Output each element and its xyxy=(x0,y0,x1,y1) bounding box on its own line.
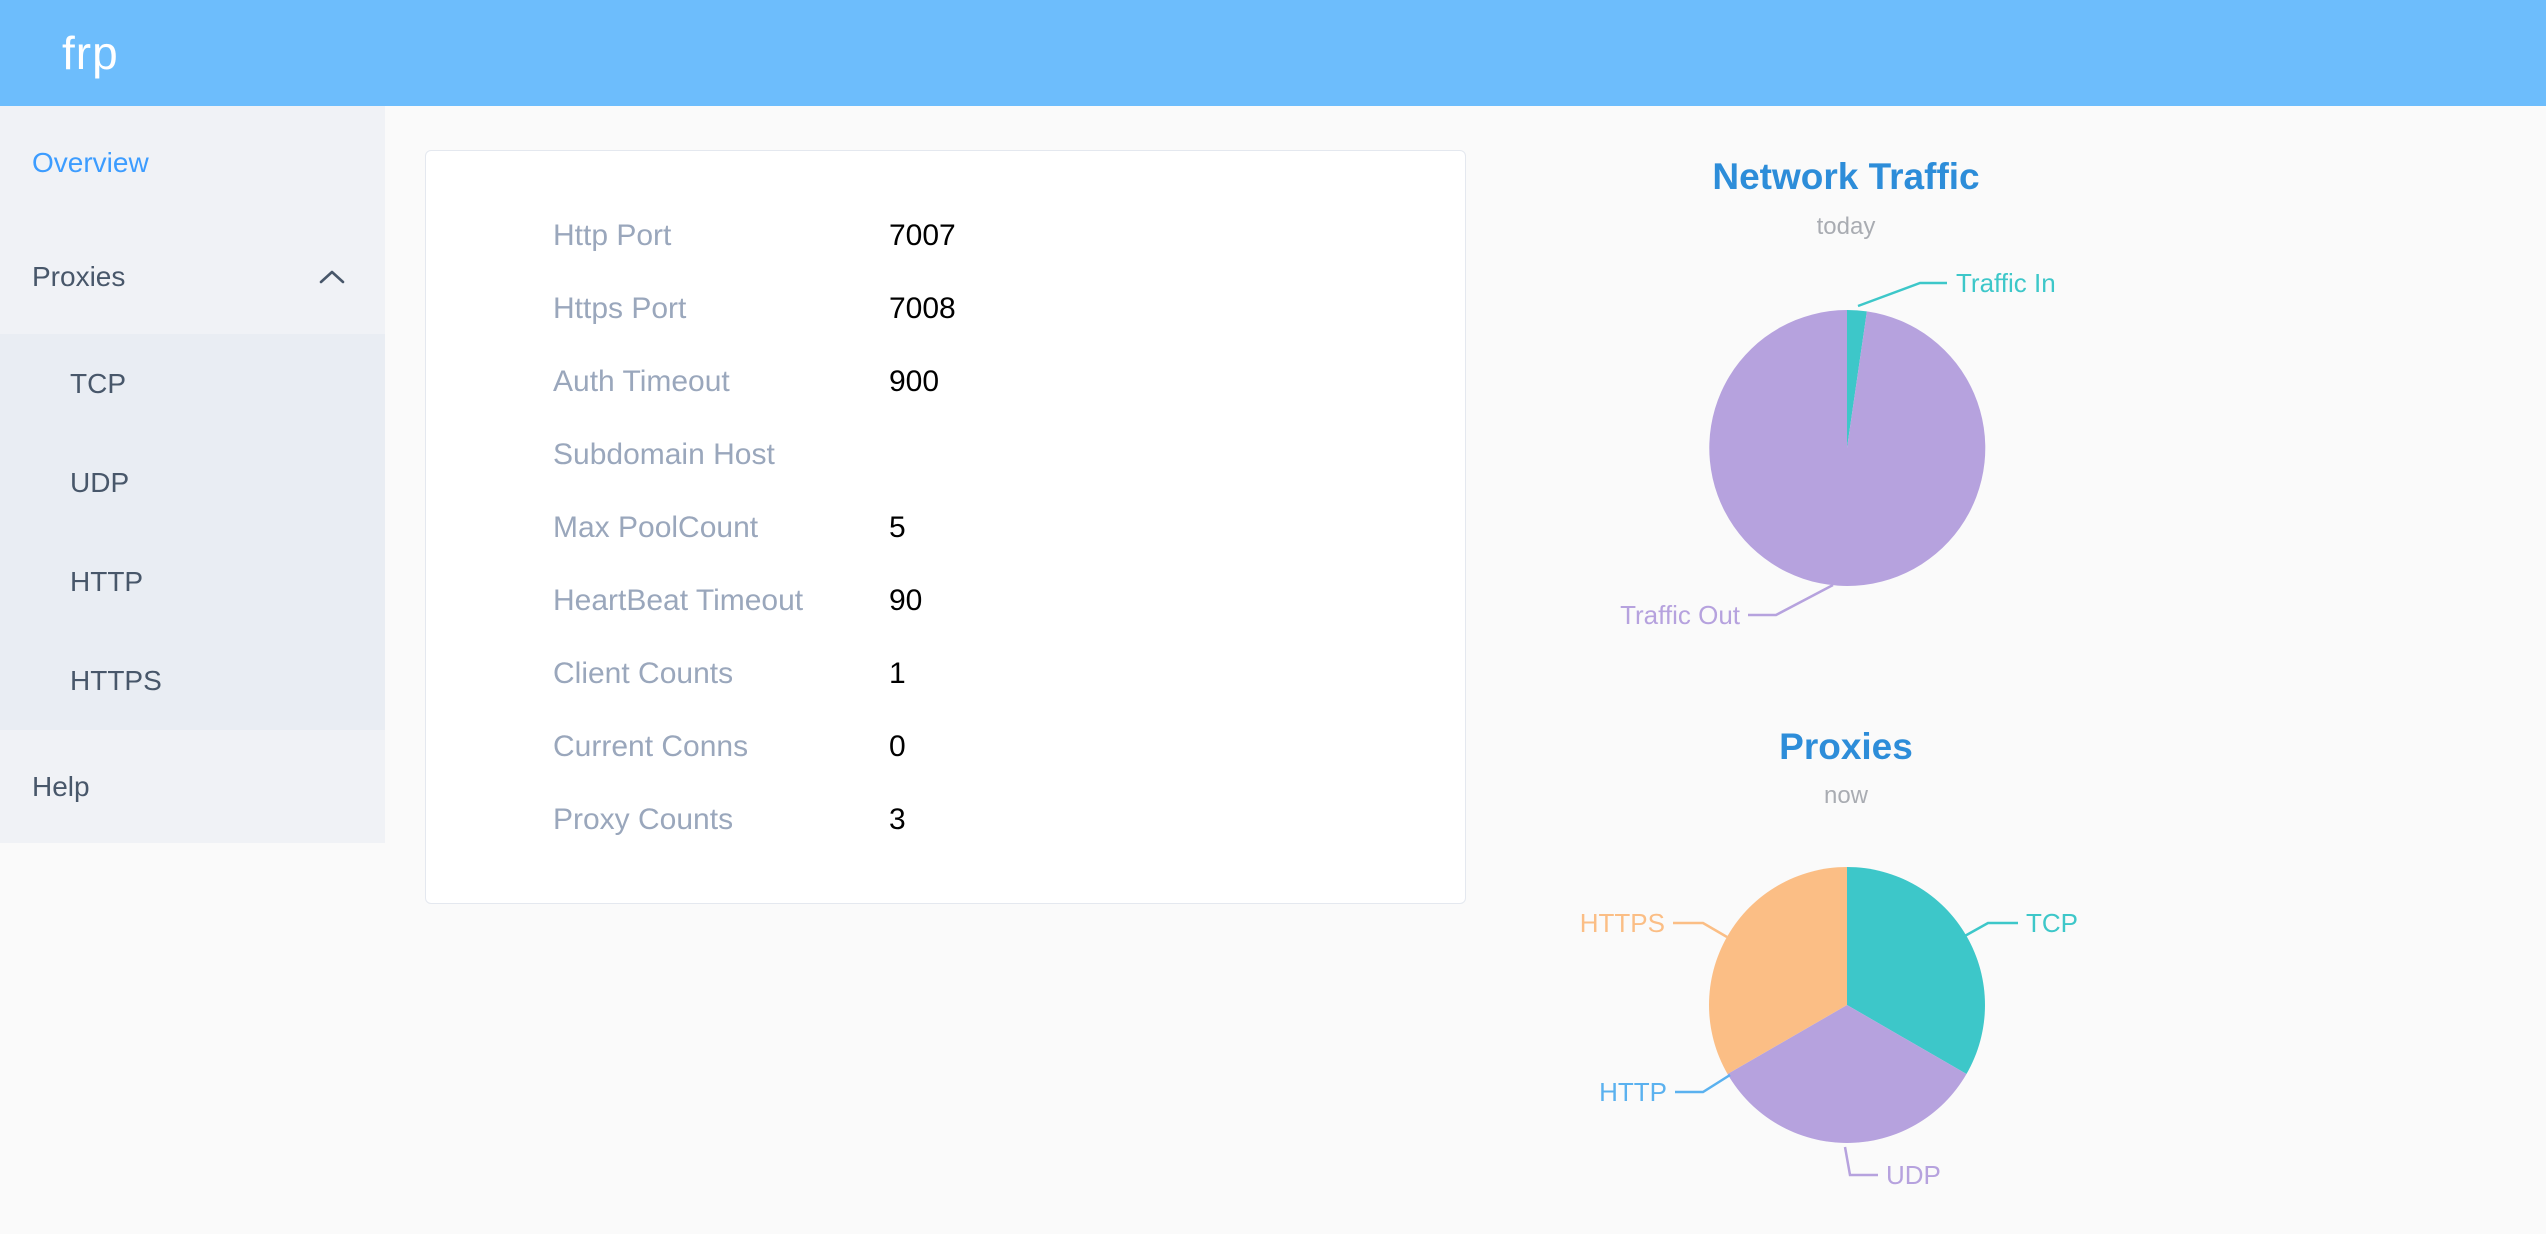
header-bar: frp xyxy=(0,0,2546,106)
pie-label: HTTP xyxy=(1599,1077,1667,1107)
pie-label-line xyxy=(1748,583,1834,617)
config-row: Max PoolCount 5 xyxy=(426,491,1465,564)
sidebar-item-overview[interactable]: Overview xyxy=(0,106,385,220)
pie-label-line xyxy=(1673,921,1728,939)
pie-label-line xyxy=(1843,1146,1878,1177)
network-traffic-chart-title: Network Traffic xyxy=(1712,156,1979,197)
app-logo: frp xyxy=(62,27,119,79)
config-value: 90 xyxy=(889,583,923,617)
pie-label: Traffic In xyxy=(1956,268,2056,298)
sidebar-item-label: UDP xyxy=(70,466,130,498)
network-traffic-pie: Traffic In Traffic Out xyxy=(1620,268,2056,630)
config-label: Http Port xyxy=(553,218,672,252)
config-value: 5 xyxy=(889,510,906,544)
config-label: Max PoolCount xyxy=(553,510,759,544)
config-row: Subdomain Host xyxy=(426,418,1465,491)
sidebar-item-label: TCP xyxy=(70,367,126,399)
config-value: 3 xyxy=(889,802,906,836)
pie-slice-traffic-out xyxy=(1709,310,1986,586)
sidebar-item-help[interactable]: Help xyxy=(0,730,385,843)
config-label: Proxy Counts xyxy=(553,802,734,836)
pie-label: TCP xyxy=(2026,908,2078,938)
proxies-chart-subtitle: now xyxy=(1824,782,1869,809)
sidebar-item-label: Help xyxy=(32,770,90,802)
config-row: Https Port 7008 xyxy=(426,272,1465,345)
proxies-pie: TCP UDP HTTP HTTPS xyxy=(1580,867,2078,1190)
sidebar-item-label: HTTPS xyxy=(70,664,162,696)
sidebar-item-proxies[interactable]: Proxies xyxy=(0,220,385,334)
config-row: Auth Timeout 900 xyxy=(426,345,1465,418)
config-label: Https Port xyxy=(553,291,687,325)
charts-panel: Network Traffic today Traffic In Traffic … xyxy=(1500,106,2546,1234)
sidebar-item-http[interactable]: HTTP xyxy=(0,532,385,631)
sidebar-item-udp[interactable]: UDP xyxy=(0,433,385,532)
pie-label: UDP xyxy=(1886,1160,1941,1190)
pie-label: HTTPS xyxy=(1580,908,1665,938)
sidebar: Overview Proxies TCP UDP HTTP HTTPS xyxy=(0,106,385,843)
config-label: Client Counts xyxy=(553,656,734,690)
sidebar-item-https[interactable]: HTTPS xyxy=(0,631,385,730)
server-config-card: Http Port 7007 Https Port 7008 Auth Timeout 9… xyxy=(425,150,1466,904)
config-row: Proxy Counts 3 xyxy=(426,783,1465,856)
config-value: 7008 xyxy=(889,291,956,325)
chevron-up-icon xyxy=(319,270,345,284)
config-label: Auth Timeout xyxy=(553,364,730,398)
pie-label-line xyxy=(1857,281,1947,308)
config-value: 1 xyxy=(889,656,906,690)
sidebar-item-label: Proxies xyxy=(32,261,126,292)
config-row: Current Conns 0 xyxy=(426,710,1465,783)
config-value: 900 xyxy=(889,364,940,398)
network-traffic-chart-subtitle: today xyxy=(1817,213,1876,240)
pie-slice-udp xyxy=(1727,1005,1967,1143)
config-label: Current Conns xyxy=(553,729,749,763)
config-value: 0 xyxy=(889,729,906,763)
pie-charts: Network Traffic today Traffic InTraffic … xyxy=(1580,156,2078,1190)
pie-label-line xyxy=(1962,921,2018,939)
proxies-chart-title: Proxies xyxy=(1779,726,1913,767)
sidebar-item-tcp[interactable]: TCP xyxy=(0,334,385,433)
config-row: Http Port 7007 xyxy=(426,199,1465,272)
pie-slice-https xyxy=(1709,867,1847,1074)
config-row: Client Counts 1 xyxy=(426,637,1465,710)
sidebar-submenu-proxies: TCP UDP HTTP HTTPS xyxy=(0,334,385,730)
config-row: HeartBeat Timeout 90 xyxy=(426,564,1465,637)
sidebar-item-label: HTTP xyxy=(70,565,144,597)
config-label: Subdomain Host xyxy=(553,437,775,471)
pie-label: Traffic Out xyxy=(1620,600,1741,630)
config-label: HeartBeat Timeout xyxy=(553,583,804,617)
sidebar-item-label: Overview xyxy=(32,147,149,178)
pie-label-line xyxy=(1675,1073,1731,1094)
pie-slice-tcp xyxy=(1847,867,1985,1074)
config-value: 7007 xyxy=(889,218,956,252)
pie-slice-traffic-in xyxy=(1847,309,1867,448)
